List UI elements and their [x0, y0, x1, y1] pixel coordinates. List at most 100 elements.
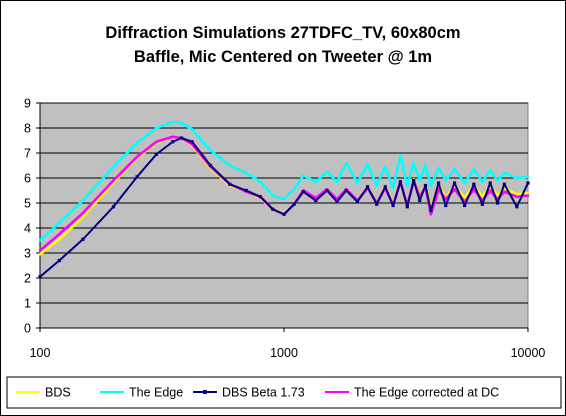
point-the-edge: [271, 194, 275, 197]
point-dbs-beta-1-73: [344, 188, 348, 193]
point-the-edge-corrected-at-dc: [472, 187, 476, 191]
point-the-edge: [444, 179, 448, 182]
point-the-edge: [356, 181, 359, 185]
point-the-edge: [399, 154, 402, 157]
point-the-edge-corrected-at-dc: [81, 211, 85, 215]
chart-title-line-1: Diffraction Simulations 27TDFC_TV, 60x80…: [105, 24, 460, 42]
point-dbs-beta-1-73: [480, 202, 484, 206]
point-the-edge: [437, 166, 440, 170]
point-the-edge: [515, 176, 519, 180]
point-dbs-beta-1-73: [57, 258, 61, 263]
point-the-edge: [325, 170, 329, 174]
chart-title-line-2: Baffle, Mic Centered on Tweeter @ 1m: [134, 48, 432, 66]
legend-label-bds: BDS: [45, 386, 71, 400]
point-dbs-beta-1-73: [375, 202, 379, 206]
point-dbs-beta-1-73: [271, 207, 275, 211]
point-dbs-beta-1-73: [258, 195, 262, 199]
y-tick-label-5: 5: [24, 197, 31, 211]
point-the-edge: [463, 181, 466, 185]
point-bds: [481, 195, 484, 199]
point-the-edge-corrected-at-dc: [515, 195, 519, 199]
point-bds: [58, 237, 61, 241]
point-the-edge: [282, 197, 286, 201]
y-tick-label-8: 8: [24, 122, 31, 136]
point-dbs-beta-1-73: [171, 140, 175, 144]
point-the-edge-corrected-at-dc: [58, 232, 61, 236]
point-dbs-beta-1-73: [452, 181, 457, 185]
point-the-edge-corrected-at-dc: [453, 187, 456, 191]
point-the-edge: [292, 187, 296, 191]
point-the-edge: [38, 239, 42, 242]
point-the-edge: [453, 167, 456, 171]
point-dbs-beta-1-73: [463, 203, 467, 208]
point-dbs-beta-1-73: [154, 152, 159, 156]
point-dbs-beta-1-73: [515, 205, 519, 209]
point-the-edge: [302, 174, 305, 177]
point-dbs-beta-1-73: [208, 163, 213, 168]
point-the-edge: [244, 171, 248, 175]
point-dbs-beta-1-73: [179, 136, 184, 140]
point-the-edge: [58, 221, 61, 225]
point-bds: [38, 252, 42, 256]
x-tick-label-10000: 10000: [511, 346, 546, 360]
point-dbs-beta-1-73: [418, 198, 422, 203]
point-bds: [515, 192, 519, 196]
point-the-edge: [472, 167, 476, 171]
x-tick-label-1000: 1000: [270, 346, 298, 360]
point-the-edge: [314, 180, 318, 184]
point-dbs-beta-1-73: [335, 200, 339, 204]
point-dbs-beta-1-73: [292, 202, 296, 206]
point-the-edge: [503, 171, 506, 175]
point-dbs-beta-1-73: [135, 175, 139, 179]
point-the-edge: [481, 180, 484, 184]
point-the-edge-corrected-at-dc: [429, 212, 433, 216]
point-the-edge-corrected-at-dc: [444, 197, 448, 201]
point-dbs-beta-1-73: [301, 190, 305, 194]
point-bds: [81, 215, 85, 219]
point-bds: [496, 194, 499, 197]
point-the-edge: [383, 165, 387, 169]
point-the-edge: [180, 121, 183, 125]
point-dbs-beta-1-73: [436, 181, 441, 185]
point-the-edge: [209, 149, 212, 152]
series-layer: [38, 120, 530, 279]
point-the-edge: [418, 179, 422, 182]
point-the-edge: [429, 184, 433, 187]
point-the-edge-corrected-at-dc: [503, 190, 506, 194]
point-the-edge-corrected-at-dc: [488, 189, 492, 192]
point-dbs-beta-1-73: [81, 237, 85, 241]
point-the-edge: [81, 199, 85, 202]
legend-label-the-edge: The Edge: [129, 386, 183, 400]
point-dbs-beta-1-73: [38, 275, 42, 279]
point-dbs-beta-1-73: [282, 212, 286, 216]
y-tick-label-7: 7: [24, 147, 31, 161]
point-dbs-beta-1-73: [412, 178, 416, 183]
point-the-edge: [259, 180, 262, 184]
grid-layer: [39, 102, 528, 329]
y-tick-label-2: 2: [24, 272, 31, 286]
point-the-edge: [526, 175, 530, 179]
point-dbs-beta-1-73: [472, 182, 476, 186]
legend-label-dbs-beta-1-73: DBS Beta 1.73: [222, 386, 305, 400]
point-the-edge: [335, 180, 339, 184]
point-dbs-beta-1-73: [488, 181, 492, 185]
point-the-edge: [135, 141, 139, 145]
point-dbs-beta-1-73: [502, 182, 506, 186]
point-the-edge: [424, 164, 427, 167]
y-tick-label-1: 1: [24, 297, 31, 311]
y-tick-label-3: 3: [24, 247, 31, 261]
point-the-edge-corrected-at-dc: [155, 140, 158, 144]
point-dbs-beta-1-73: [495, 201, 500, 205]
point-dbs-beta-1-73: [244, 188, 248, 193]
point-dbs-beta-1-73: [526, 181, 530, 185]
point-the-edge: [488, 169, 492, 172]
legend-box: [6, 376, 562, 409]
point-the-edge: [405, 184, 409, 187]
point-bds: [463, 196, 466, 200]
point-the-edge: [155, 126, 158, 130]
point-dbs-beta-1-73: [444, 203, 448, 208]
point-the-edge: [366, 162, 369, 166]
point-the-edge: [496, 179, 499, 182]
